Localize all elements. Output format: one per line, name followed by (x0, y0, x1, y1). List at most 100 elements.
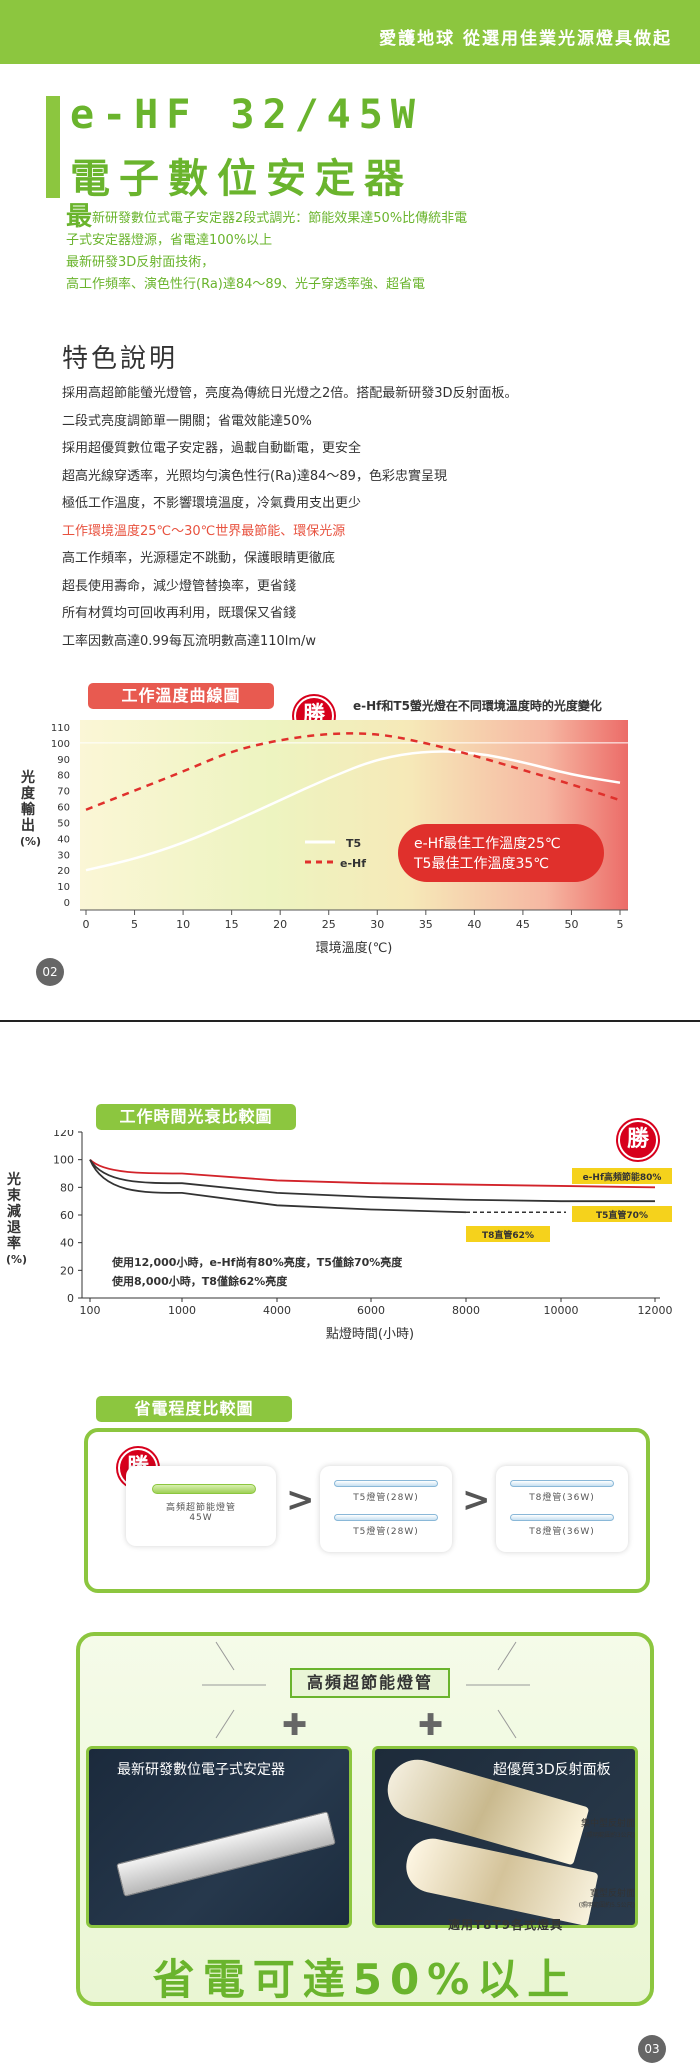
ylabel-char: 度 (21, 786, 35, 802)
t5-label: T5直管70% (596, 1209, 648, 1221)
tube-t8-b (510, 1514, 614, 1521)
chart1-ylabel: 光度輸出 (%) (20, 770, 42, 850)
y-tick-label: 10 (57, 882, 70, 893)
feature-item: 採用高超節能螢光燈管，亮度為傳統日光燈之2倍。搭配最新研發3D反射面板。 (62, 386, 518, 401)
lumen-decay-chart: 0 20 40 60 80 100 120 100 1000 4000 6000 8000 10000… (53, 1130, 673, 1342)
title-accent-bar (46, 96, 60, 198)
y-tick-label: 110 (51, 723, 70, 734)
reflector-photo: 超優質3D反射面板 集中型反射面 (照明範圍約3公尺) 寬型反射面 (照明範圍約5.… (372, 1746, 638, 1928)
ylabel-char: 退 (7, 1220, 21, 1236)
y-tick-label: 20 (57, 866, 70, 877)
y-tick-label: 0 (67, 1292, 74, 1305)
hf-lamp-label: 高頻超節能燈管 (290, 1668, 450, 1698)
greater-than-1: > (286, 1480, 315, 1520)
x-tick-label: 10 (176, 918, 190, 931)
reflector-note-1: 集中型反射面 (照明範圍約3公尺) (580, 1819, 635, 1839)
y-tick-label: 60 (60, 1209, 74, 1222)
product-name-title: 電子數位安定器 (70, 156, 413, 202)
intro-line-3: 最新研發3D反射面技術， (66, 255, 215, 270)
ballast-device-icon (116, 1811, 336, 1897)
lamp-card-ehf: 高頻超節能燈管 45W (126, 1466, 276, 1546)
ylabel-char: 光 (21, 770, 35, 786)
y-tick-label: 40 (60, 1237, 74, 1250)
t8-label-a: T8燈管(36W) (529, 1493, 595, 1503)
ehf-label-box (572, 1168, 672, 1184)
reflector-note-2: 寬型反射面 (照明範圍約5.5公尺) (578, 1889, 635, 1909)
reflector-title: 超優質3D反射面板 (493, 1762, 611, 1778)
chart1-legend: T5 e-Hf (305, 837, 366, 870)
feature-item: 所有材質均可回收再利用，既環保又省錢 (62, 606, 297, 621)
x-tick-label: 4000 (263, 1304, 291, 1317)
feature-item: 採用超優質數位電子安定器，過載自動斷電，更安全 (62, 441, 362, 456)
intro-line-1: 新研發數位式電子安定器2段式調光：節能效果達50%比傳統非電 (92, 211, 468, 226)
plus-icon: ✚ (418, 1708, 444, 1743)
ylabel-unit: (%) (20, 835, 42, 848)
intro-line-2: 子式安定器燈源，省電達100%以上 (66, 233, 273, 248)
feature-item: 二段式亮度調節單一開關；省電效能達50% (62, 413, 312, 429)
ylabel-char: 減 (7, 1204, 21, 1220)
y-tick-label: 20 (60, 1264, 74, 1277)
y-tick-label: 30 (57, 850, 70, 861)
y-tick-label: 50 (57, 818, 70, 829)
x-tick-label: 10000 (544, 1304, 579, 1317)
chart2-tag: 工作時間光衰比較圖 (96, 1104, 296, 1130)
series-ehf-line (85, 732, 621, 811)
x-tick-label: 12000 (638, 1304, 673, 1317)
ballast-title: 最新研發數位電子式安定器 (117, 1762, 285, 1778)
feature-item: 極低工作溫度，不影響環境溫度，冷氣費用支出更少 (62, 496, 362, 511)
lamp1-watt: 45W (189, 1513, 213, 1523)
page-number: 03 (638, 2035, 666, 2063)
ylabel-char: 光 (7, 1172, 21, 1188)
x-tick-label: 0 (83, 918, 90, 931)
x-tick-label: 5 (617, 918, 624, 931)
tube-t5-b (334, 1514, 438, 1521)
product-model-title: e-HF 32/45W (70, 92, 423, 138)
x-tick-label: 8000 (452, 1304, 480, 1317)
y-tick-label: 70 (57, 787, 70, 798)
lamp1-label: 高頻超節能燈管 (165, 1503, 236, 1513)
x-tick-label: 30 (370, 918, 384, 931)
y-tick-label: 60 (57, 803, 70, 814)
series-t5-line (89, 1159, 655, 1203)
x-tick-label: 50 (564, 918, 578, 931)
intro-line-4: 高工作頻率、演色性行(Ra)達84～89、光子穿透率強、超省電 (66, 277, 425, 292)
combo-decor-lines (202, 1641, 530, 1739)
series-ehf-line (89, 1158, 656, 1189)
legend-t5-label: T5 (346, 837, 361, 850)
plus-icon: ✚ (282, 1708, 308, 1743)
feature-item: 超長使用壽命，減少燈管替換率，更省錢 (62, 578, 297, 594)
ylabel-unit: (%) (6, 1253, 28, 1266)
ylabel-char: 輸 (21, 802, 35, 818)
features-list: 採用高超節能螢光燈管，亮度為傳統日光燈之2倍。搭配最新研發3D反射面板。 二段式亮… (62, 380, 662, 655)
chart2-ylabel: 光束減退率 (%) (6, 1172, 28, 1268)
tube-t5-a (334, 1480, 438, 1487)
y-tick-label: 90 (57, 755, 70, 766)
y-tick-label: 80 (60, 1181, 74, 1194)
temperature-chart: 0 10 20 30 40 50 60 70 80 90 100 110 0 5 10 15 20 25 30 35… (51, 720, 628, 956)
series-t5-line (85, 750, 621, 872)
x-tick-label: 35 (419, 918, 433, 931)
x-tick-label: 25 (322, 918, 336, 931)
seal-icon: 勝 (618, 1120, 658, 1160)
chart1-caption: e-Hf和T5螢光燈在不同環境溫度時的光度變化 (353, 699, 602, 713)
greater-than-2: > (462, 1480, 491, 1520)
ballast-photo: 最新研發數位電子式安定器 (86, 1746, 352, 1928)
intro-text: 最新研發數位式電子安定器2段式調光：節能效果達50%比傳統非電 子式安定器燈源，… (66, 204, 666, 296)
t8-label-box (466, 1226, 550, 1242)
intro-first-char: 最 (66, 202, 93, 232)
ylabel-char: 束 (7, 1188, 21, 1204)
y-tick-label: 80 (57, 771, 70, 782)
t5-label-b: T5燈管(28W) (353, 1527, 419, 1537)
legend-ehf-label: e-Hf (340, 857, 366, 870)
x-tick-label: 15 (225, 918, 239, 931)
x-tick-label: 100 (80, 1304, 101, 1317)
apply-note: 適用T8T9各式燈具 (448, 1918, 564, 1932)
header-slogan: 愛護地球 從選用佳業光源燈具做起 (379, 29, 672, 49)
y-tick-label: 100 (51, 739, 70, 750)
save-slogan: 省電可達50%以上 (152, 1955, 578, 2004)
chart3-tag: 省電程度比較圖 (96, 1396, 292, 1422)
feature-item: 高工作頻率，光源穩定不跳動，保護眼睛更徹底 (62, 551, 336, 566)
page-number: 02 (36, 958, 64, 986)
top-banner: 愛護地球 從選用佳業光源燈具做起 (0, 0, 700, 64)
chart2-note-2: 使用8,000小時，T8僅餘62%亮度 (111, 1274, 288, 1288)
